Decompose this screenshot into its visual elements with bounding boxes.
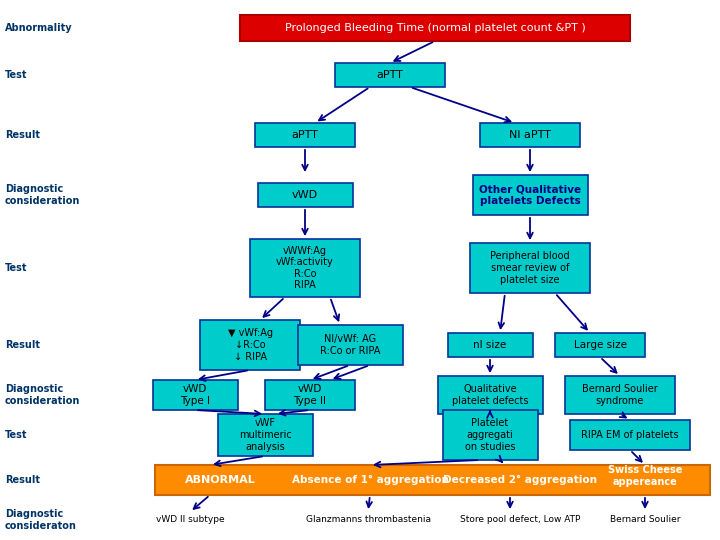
FancyBboxPatch shape bbox=[258, 183, 353, 207]
Text: Store pool defect, Low ATP: Store pool defect, Low ATP bbox=[460, 516, 580, 524]
Text: vWD
Type I: vWD Type I bbox=[180, 384, 210, 406]
Text: Decreased 2° aggregation: Decreased 2° aggregation bbox=[443, 475, 597, 485]
Text: Test: Test bbox=[5, 263, 27, 273]
Text: Platelet
aggregati
on studies: Platelet aggregati on studies bbox=[464, 418, 516, 451]
Text: Nl/vWf: AG
R:Co or RIPA: Nl/vWf: AG R:Co or RIPA bbox=[320, 334, 380, 356]
FancyBboxPatch shape bbox=[297, 325, 402, 365]
Text: nl size: nl size bbox=[473, 340, 507, 350]
Text: Diagnostic
consideration: Diagnostic consideration bbox=[5, 184, 81, 206]
Text: Nl aPTT: Nl aPTT bbox=[509, 130, 551, 140]
FancyBboxPatch shape bbox=[555, 333, 645, 357]
Text: ABNORMAL: ABNORMAL bbox=[184, 475, 256, 485]
Text: Diagnostic
consideraton: Diagnostic consideraton bbox=[5, 509, 77, 531]
Text: vWF
multimeric
analysis: vWF multimeric analysis bbox=[238, 418, 292, 451]
FancyBboxPatch shape bbox=[155, 465, 710, 495]
FancyBboxPatch shape bbox=[443, 410, 538, 460]
Text: Result: Result bbox=[5, 475, 40, 485]
Text: Peripheral blood
smear review of
platelet size: Peripheral blood smear review of platele… bbox=[490, 252, 570, 285]
FancyBboxPatch shape bbox=[448, 333, 533, 357]
Text: Result: Result bbox=[5, 130, 40, 140]
Text: Absence of 1° aggregation: Absence of 1° aggregation bbox=[292, 475, 449, 485]
Text: Test: Test bbox=[5, 430, 27, 440]
FancyBboxPatch shape bbox=[438, 376, 542, 414]
Text: Bernard Soulier: Bernard Soulier bbox=[610, 516, 680, 524]
Text: aPTT: aPTT bbox=[292, 130, 318, 140]
Text: vWD II subtype: vWD II subtype bbox=[156, 516, 225, 524]
FancyBboxPatch shape bbox=[335, 63, 445, 87]
FancyBboxPatch shape bbox=[470, 243, 590, 293]
FancyBboxPatch shape bbox=[255, 123, 355, 147]
Text: vWD
Type II: vWD Type II bbox=[294, 384, 326, 406]
Text: Swiss Cheese
appereance: Swiss Cheese appereance bbox=[608, 465, 682, 487]
FancyBboxPatch shape bbox=[570, 420, 690, 450]
Text: vWWf:Ag
vWf:activity
R:Co
RIPA: vWWf:Ag vWf:activity R:Co RIPA bbox=[276, 246, 334, 291]
FancyBboxPatch shape bbox=[240, 15, 630, 41]
Text: vWD: vWD bbox=[292, 190, 318, 200]
Text: RIPA EM of platelets: RIPA EM of platelets bbox=[581, 430, 679, 440]
FancyBboxPatch shape bbox=[565, 376, 675, 414]
Text: ▼ vWf:Ag
↓R:Co
↓ RIPA: ▼ vWf:Ag ↓R:Co ↓ RIPA bbox=[228, 328, 272, 362]
Text: aPTT: aPTT bbox=[377, 70, 403, 80]
FancyBboxPatch shape bbox=[153, 380, 238, 410]
Text: Other Qualitative
platelets Defects: Other Qualitative platelets Defects bbox=[479, 184, 581, 206]
FancyBboxPatch shape bbox=[265, 380, 355, 410]
Text: Diagnostic
consideration: Diagnostic consideration bbox=[5, 384, 81, 406]
Text: Glanzmanns thrombastenia: Glanzmanns thrombastenia bbox=[305, 516, 431, 524]
Text: Bernard Soulier
syndrome: Bernard Soulier syndrome bbox=[582, 384, 658, 406]
FancyBboxPatch shape bbox=[200, 320, 300, 370]
Text: Prolonged Bleeding Time (normal platelet count &PT ): Prolonged Bleeding Time (normal platelet… bbox=[284, 23, 585, 33]
FancyBboxPatch shape bbox=[250, 239, 360, 297]
FancyBboxPatch shape bbox=[480, 123, 580, 147]
Text: Abnormality: Abnormality bbox=[5, 23, 73, 33]
FancyBboxPatch shape bbox=[217, 414, 312, 456]
Text: Qualitative
platelet defects: Qualitative platelet defects bbox=[451, 384, 528, 406]
FancyBboxPatch shape bbox=[472, 175, 588, 215]
Text: Result: Result bbox=[5, 340, 40, 350]
Text: Test: Test bbox=[5, 70, 27, 80]
Text: Large size: Large size bbox=[574, 340, 626, 350]
